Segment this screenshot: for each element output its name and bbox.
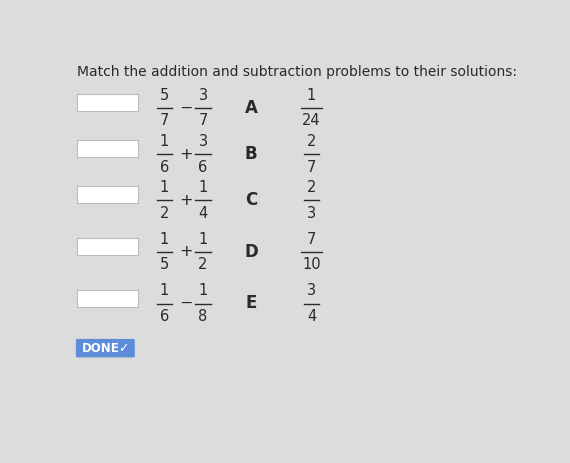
Text: 4: 4 (307, 309, 316, 324)
Text: 1: 1 (160, 232, 169, 246)
Text: ✓: ✓ (118, 342, 128, 355)
FancyBboxPatch shape (78, 187, 138, 203)
Text: Match the addition and subtraction problems to their solutions:: Match the addition and subtraction probl… (78, 65, 518, 79)
Text: −: − (179, 100, 193, 115)
Text: +: + (179, 244, 193, 259)
Text: B: B (245, 145, 258, 163)
FancyBboxPatch shape (78, 290, 138, 307)
Text: 1: 1 (160, 134, 169, 149)
FancyBboxPatch shape (78, 238, 138, 255)
Text: +: + (179, 147, 193, 162)
Text: 2: 2 (198, 257, 207, 272)
Text: 2: 2 (160, 206, 169, 221)
Text: 6: 6 (160, 309, 169, 324)
Text: 5: 5 (160, 257, 169, 272)
FancyBboxPatch shape (76, 339, 135, 357)
Text: 7: 7 (198, 113, 207, 128)
FancyBboxPatch shape (78, 140, 138, 157)
Text: DONE: DONE (82, 342, 120, 355)
Text: C: C (245, 191, 257, 209)
Text: 3: 3 (198, 134, 207, 149)
Text: 8: 8 (198, 309, 207, 324)
Text: 6: 6 (160, 160, 169, 175)
Text: 1: 1 (198, 232, 207, 246)
Text: A: A (245, 99, 258, 117)
Text: D: D (244, 243, 258, 261)
Text: 5: 5 (160, 88, 169, 102)
Text: 2: 2 (307, 134, 316, 149)
Text: 2: 2 (307, 180, 316, 195)
Text: 24: 24 (302, 113, 321, 128)
Text: 3: 3 (307, 206, 316, 221)
Text: 1: 1 (198, 283, 207, 298)
Text: 10: 10 (302, 257, 321, 272)
Text: 3: 3 (198, 88, 207, 102)
Text: 4: 4 (198, 206, 207, 221)
Text: 6: 6 (198, 160, 207, 175)
Text: 1: 1 (198, 180, 207, 195)
Text: +: + (179, 193, 193, 208)
Text: 7: 7 (307, 232, 316, 246)
Text: 7: 7 (160, 113, 169, 128)
FancyBboxPatch shape (78, 94, 138, 111)
Text: 1: 1 (160, 283, 169, 298)
Text: 7: 7 (307, 160, 316, 175)
Text: 3: 3 (307, 283, 316, 298)
Text: 1: 1 (307, 88, 316, 102)
Text: 1: 1 (160, 180, 169, 195)
Text: E: E (245, 294, 256, 313)
Text: −: − (179, 296, 193, 311)
